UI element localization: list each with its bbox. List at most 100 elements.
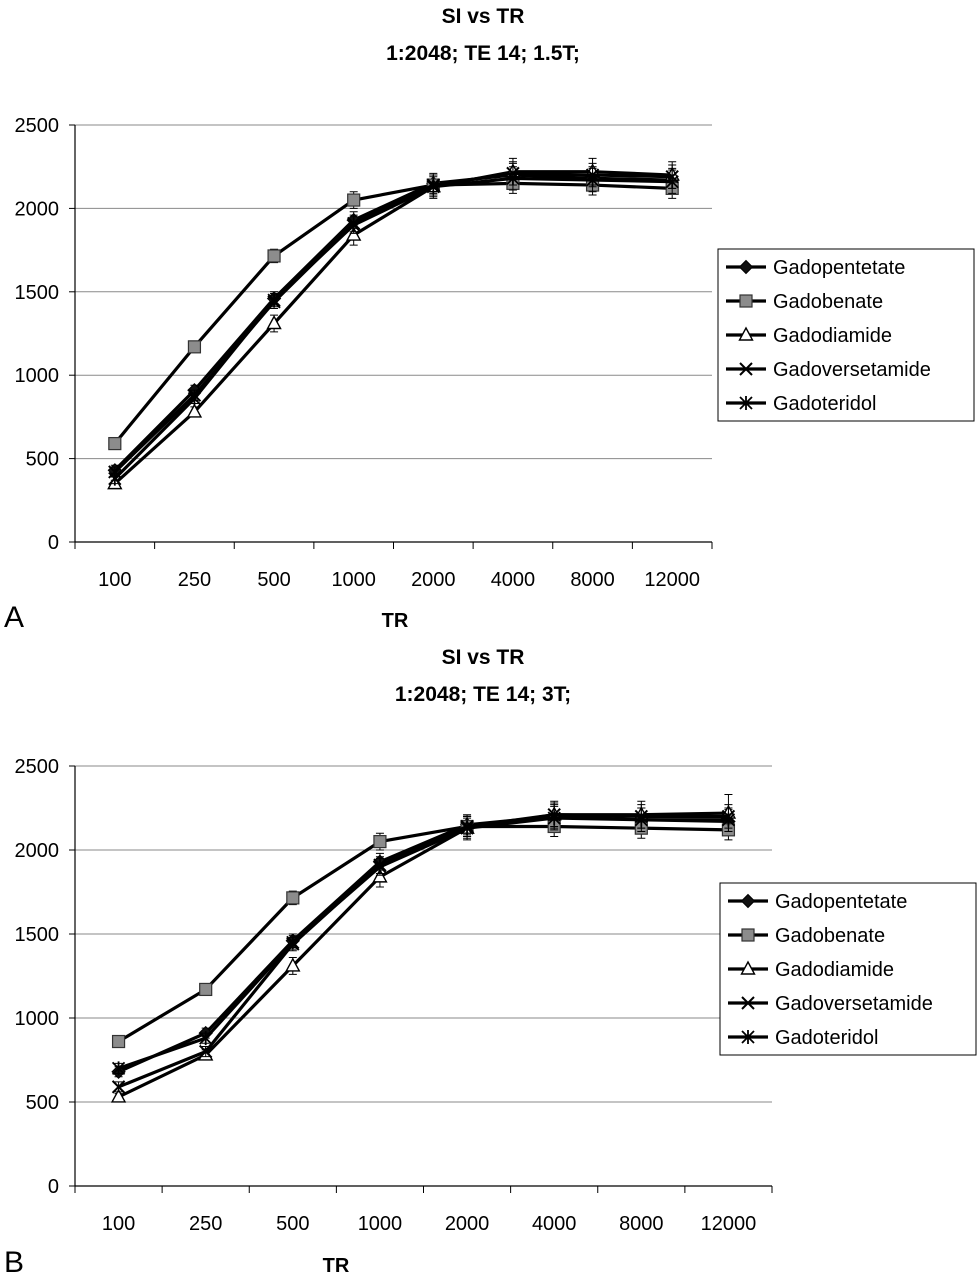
legend-marker	[741, 1030, 755, 1044]
series-gadobenate	[108, 172, 679, 451]
chart-b-svg: SI vs TR 1:2048; TE 14; 3T; 0 500 1000 1500…	[4, 646, 977, 1279]
data-point	[347, 218, 361, 233]
series-line	[113, 170, 673, 485]
legend-label: Gadopentetate	[773, 257, 905, 279]
data-point	[721, 812, 736, 827]
panel-letter: B	[4, 1246, 24, 1279]
data-point	[108, 471, 122, 486]
x-tick-label: 2000	[411, 569, 456, 591]
x-tick-label: 2000	[445, 1213, 490, 1235]
chart-panel-b: SI vs TR 1:2048; TE 14; 3T; 0 500 1000 1500…	[0, 640, 978, 1280]
x-tick-label: 250	[189, 1213, 222, 1235]
series-line	[113, 173, 673, 472]
x-tick-label: 500	[276, 1213, 309, 1235]
panel-letter: A	[4, 601, 24, 634]
data-point	[426, 179, 440, 194]
series-line	[113, 176, 673, 480]
legend-marker	[740, 893, 756, 909]
data-point	[346, 226, 362, 241]
data-point	[347, 193, 361, 207]
legend-item: Gadodiamide	[728, 959, 894, 981]
legend-item: Gadopentetate	[728, 891, 907, 913]
data-point	[665, 174, 679, 189]
data-point	[373, 859, 387, 874]
x-tick-label: 12000	[644, 569, 700, 591]
data-point	[186, 403, 203, 418]
series-gadoteridol	[108, 166, 679, 486]
y-tick-label: 1500	[15, 924, 60, 946]
legend-item: Gadoversetamide	[726, 359, 931, 381]
legend-item: Gadobenate	[726, 291, 883, 313]
legend-item: Gadoversetamide	[728, 993, 933, 1015]
legend-marker	[739, 362, 753, 376]
x-axis-label: TR	[323, 1255, 350, 1277]
legend-marker	[739, 294, 753, 308]
legend-item: Gadoteridol	[726, 393, 876, 415]
legend-label: Gadobenate	[773, 291, 883, 313]
data-point	[110, 1088, 127, 1103]
data-point	[547, 811, 561, 826]
y-tick-label: 500	[26, 449, 59, 471]
legend-label: Gadoversetamide	[775, 993, 933, 1015]
x-tick-label: 8000	[570, 569, 615, 591]
legend-label: Gadoteridol	[775, 1027, 878, 1049]
y-tick-label: 1000	[15, 365, 60, 387]
data-point	[585, 173, 600, 188]
legend-label: Gadobenate	[775, 925, 885, 947]
series-line	[118, 816, 729, 1070]
data-point	[460, 821, 474, 836]
chart-title-line2: 1:2048; TE 14; 3T;	[395, 683, 571, 706]
x-tick-label: 500	[257, 569, 290, 591]
data-point	[286, 935, 300, 950]
x-tick-label: 4000	[532, 1213, 577, 1235]
y-tick-label: 0	[48, 1176, 59, 1198]
y-tick-label: 2500	[15, 756, 60, 778]
data-point	[111, 1061, 126, 1076]
chart-a-svg: SI vs TR 1:2048; TE 14; 1.5T; 0 500 1000 15…	[4, 5, 975, 634]
data-point	[267, 249, 281, 263]
data-point	[266, 315, 282, 330]
series-line	[113, 181, 673, 445]
y-tick-label: 2000	[15, 198, 60, 220]
x-tick-label: 12000	[701, 1213, 757, 1235]
data-point	[111, 1080, 126, 1094]
chart-panel-a: SI vs TR 1:2048; TE 14; 1.5T; 0 500 1000 15…	[0, 0, 978, 640]
plot-area: 0 500 1000 1500 2000 2500 100 250 500 1000 2000 400…	[15, 756, 977, 1235]
series-gadoteridol	[111, 805, 736, 1076]
x-tick-label: 100	[102, 1213, 135, 1235]
legend-item: Gadoteridol	[728, 1027, 878, 1049]
data-point	[634, 812, 648, 827]
chart-title-line1: SI vs TR	[442, 646, 525, 669]
legend-label: Gadodiamide	[773, 325, 892, 347]
data-point	[199, 982, 213, 997]
data-point	[111, 1034, 126, 1049]
legend-marker	[740, 960, 756, 975]
plot-area: 0 500 1000 1500 2000 2500 100 250 500 1000 2000 400…	[15, 115, 975, 591]
series-line	[113, 171, 673, 474]
legend: Gadopentetate Gadobenate Gadodiamide Gadove…	[719, 882, 977, 1056]
x-tick-label: 1000	[358, 1213, 403, 1235]
data-point	[199, 1031, 213, 1046]
legend-marker	[741, 928, 755, 942]
data-point	[285, 957, 301, 972]
x-tick-label: 8000	[619, 1213, 664, 1235]
x-tick-label: 250	[178, 569, 211, 591]
y-tick-label: 1000	[15, 1008, 60, 1030]
legend: Gadopentetate Gadobenate Gadodiamide Gadove…	[717, 248, 975, 422]
chart-title-line1: SI vs TR	[442, 5, 525, 28]
x-tick-label: 1000	[331, 569, 376, 591]
data-point	[267, 293, 281, 308]
y-tick-label: 2000	[15, 840, 60, 862]
data-point	[187, 391, 202, 406]
data-point	[372, 868, 388, 883]
y-tick-label: 2500	[15, 115, 60, 137]
legend-item: Gadodiamide	[726, 325, 892, 347]
legend-marker	[741, 996, 755, 1010]
series-gadodiamide	[107, 157, 680, 490]
y-tick-label: 0	[48, 532, 59, 554]
series-line	[117, 824, 729, 1043]
y-tick-label: 1500	[15, 282, 60, 304]
data-point	[198, 1044, 213, 1059]
legend-marker	[739, 396, 753, 410]
y-tick-label: 500	[26, 1092, 59, 1114]
